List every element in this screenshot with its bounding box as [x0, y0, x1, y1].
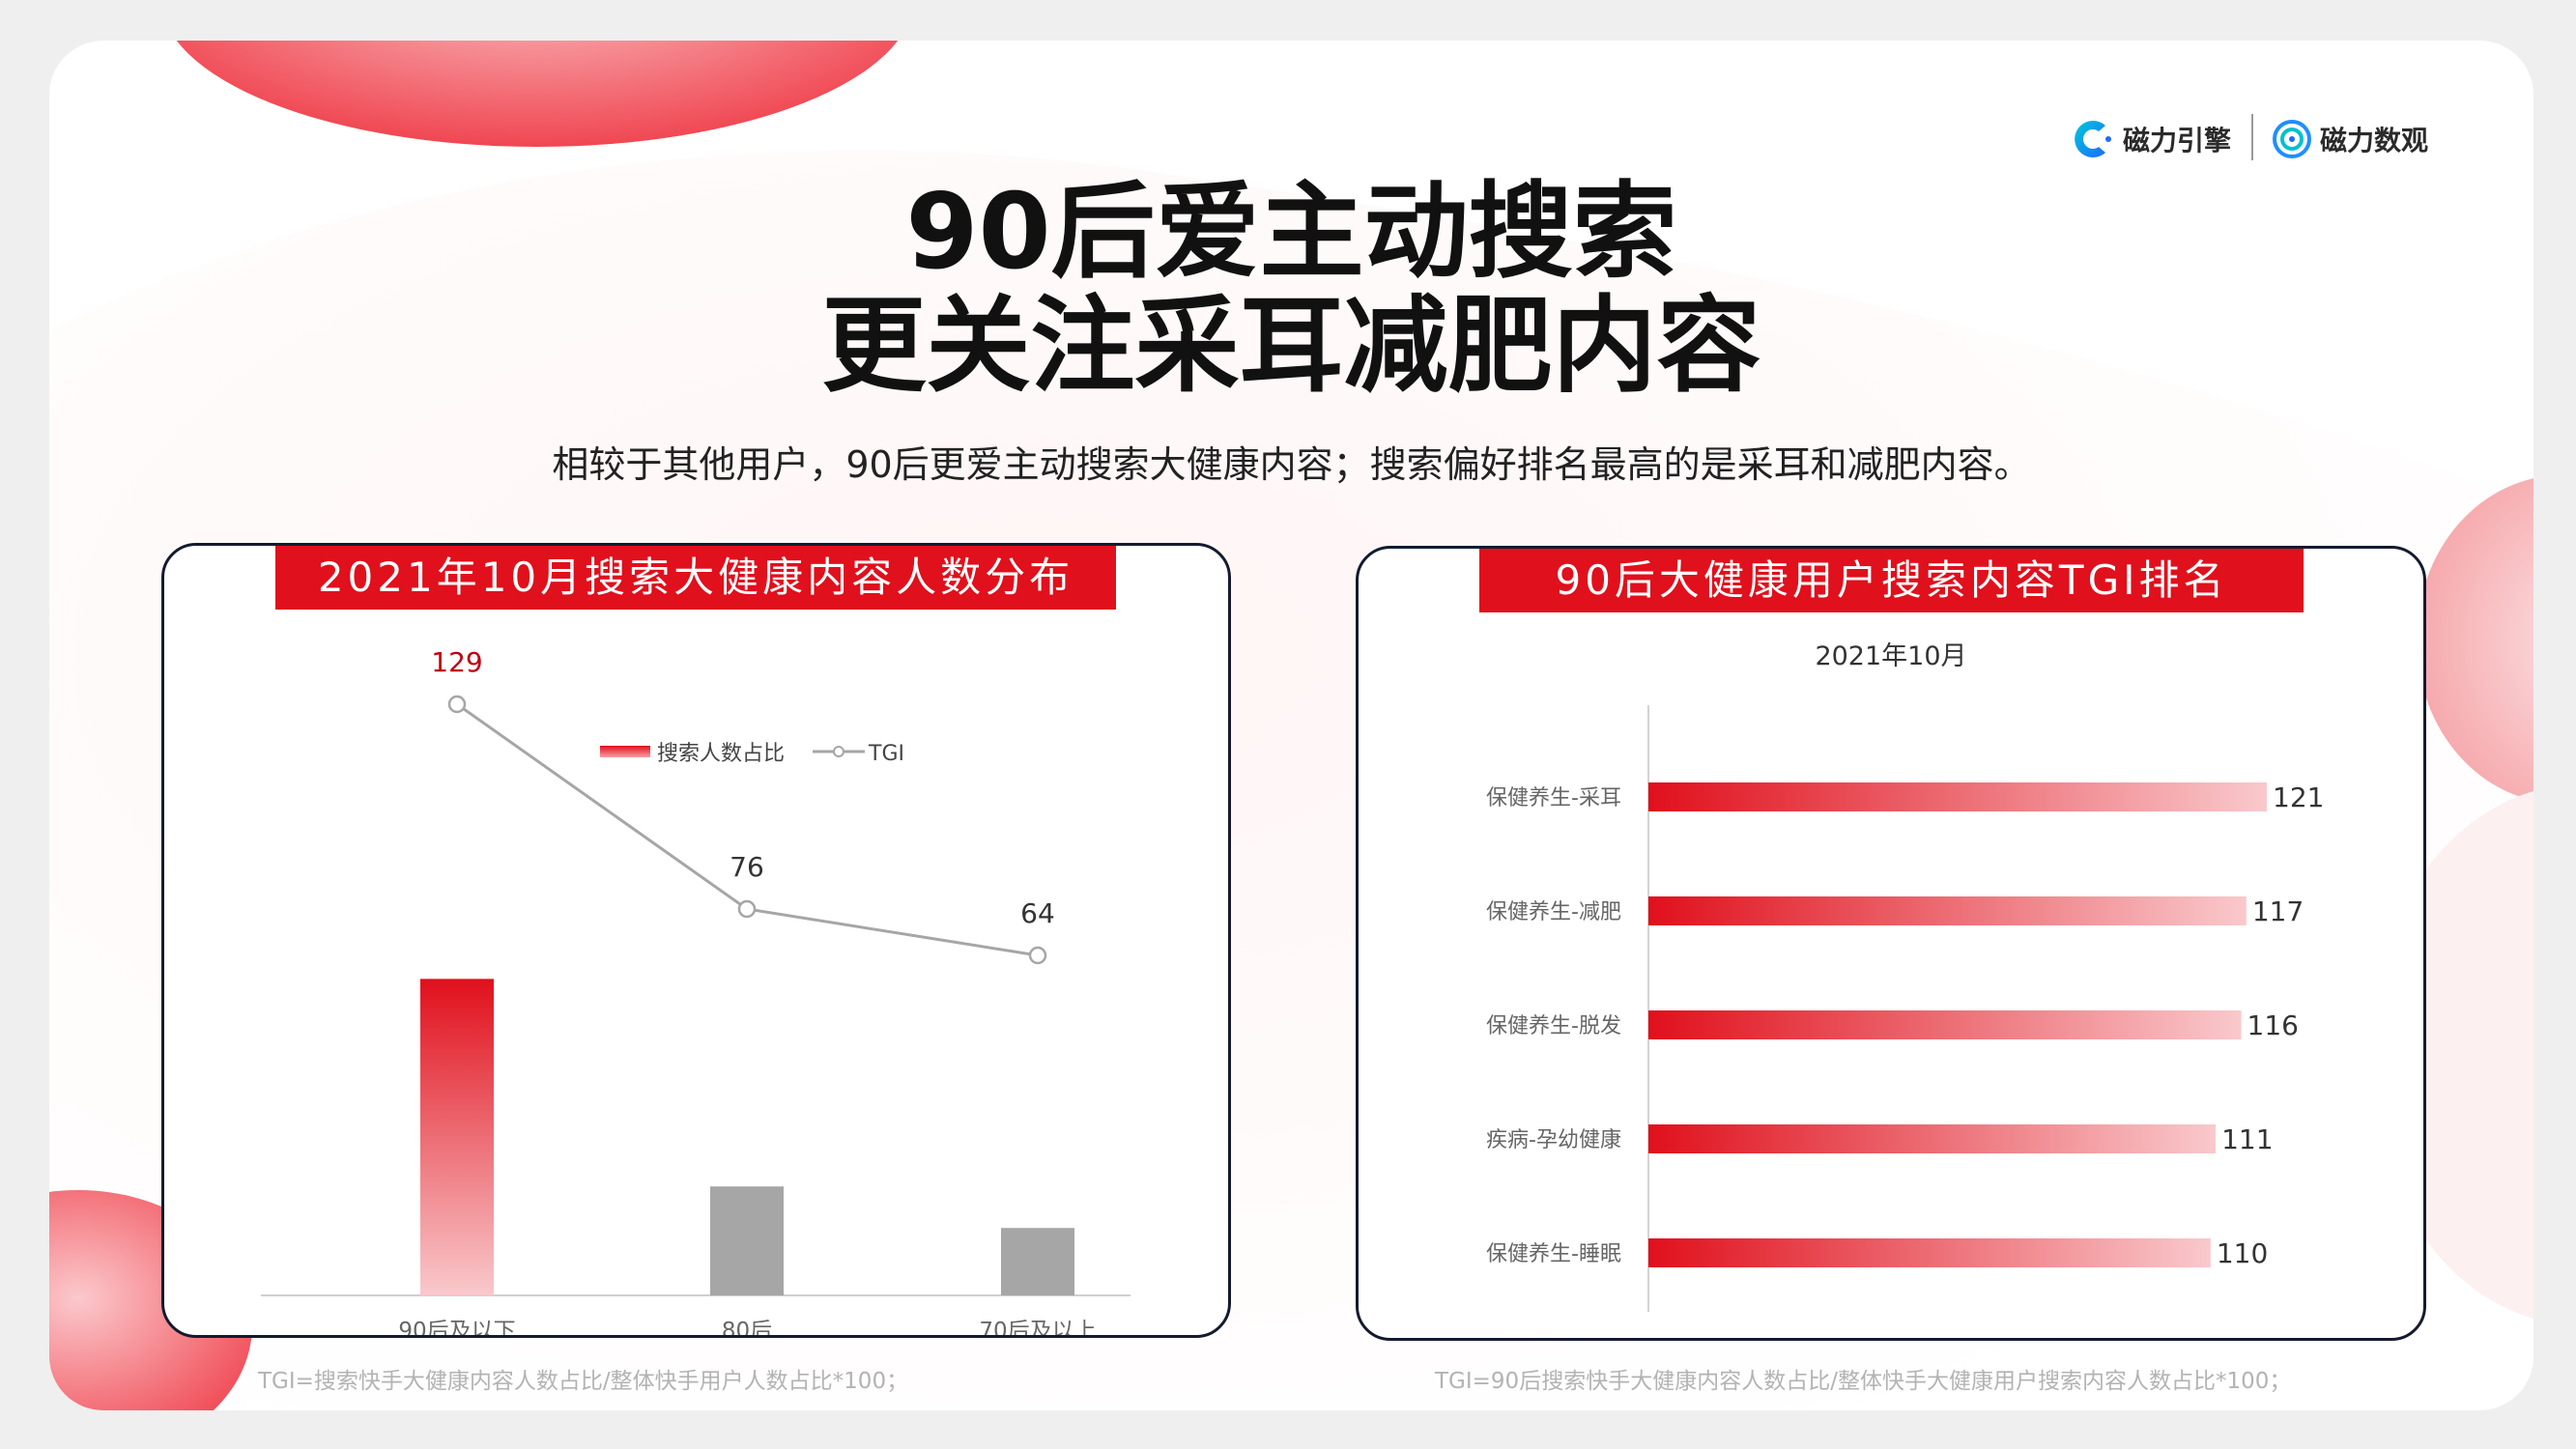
title-line-2: 更关注采耳减肥内容 [821, 286, 1761, 407]
magnet-logo-icon [2075, 121, 2111, 157]
bar-5 [1648, 1238, 2211, 1267]
x-tick-label: 90后及以下 [398, 1319, 515, 1335]
legend-swatch-bar [600, 746, 650, 757]
footnote-right: TGI=90后搜索快手大健康内容人数占比/整体快手大健康用户搜索内容人数占比*1… [1435, 1369, 2292, 1394]
panel-title-tgi-ranking: 90后大健康用户搜索内容TGI排名 [1479, 549, 2304, 612]
bar-data-label: 110 [2217, 1237, 2268, 1269]
logo-brand1: 磁力引擎 [2069, 110, 2231, 168]
legend-swatch-marker [833, 746, 844, 757]
logo-brand2-text: 磁力数观 [2320, 125, 2429, 156]
decor-blob-right [2417, 478, 2533, 801]
logo-brand1-text: 磁力引擎 [2123, 125, 2232, 156]
page-title: 90后爱主动搜索 更关注采耳减肥内容 [49, 176, 2533, 404]
y-tick-label: 保健养生-脱发 [1486, 1014, 1621, 1038]
tgi-point [447, 695, 467, 714]
x-tick-label: 70后及以上 [979, 1319, 1096, 1335]
bar-data-label: 116 [2247, 1009, 2299, 1041]
legend-label-bar: 搜索人数占比 [657, 742, 785, 766]
bar-1 [1648, 782, 2267, 811]
chart-age-distribution: 搜索人数占比 TGI 90后及以下 80后 70后及以上 129 76 64 [261, 646, 1131, 1335]
tgi-point [1028, 946, 1047, 965]
panel-title-age-distribution: 2021年10月搜索大健康内容人数分布 [275, 546, 1116, 610]
bar-4 [1648, 1124, 2217, 1153]
title-line-1: 90后爱主动搜索 [905, 172, 1677, 293]
bar-3 [1648, 1010, 2242, 1039]
legend-label-line: TGI [868, 742, 904, 766]
x-tick-label: 80后 [722, 1319, 772, 1335]
panel-tgi-ranking: 90后大健康用户搜索内容TGI排名 2021年10月保健养生-采耳 121 保健养生… [1356, 546, 2426, 1341]
y-tick-label: 保健养生-睡眠 [1486, 1242, 1621, 1266]
footnote-left: TGI=搜索快手大健康内容人数占比/整体快手用户人数占比*100； [258, 1369, 909, 1394]
bar-2 [1648, 896, 2247, 925]
decor-blob-top-left [176, 41, 899, 147]
tgi-data-label: 76 [730, 851, 764, 883]
panel-age-distribution: 2021年10月搜索大健康内容人数分布 搜索人数占比 TGI 90后及以下 80后 70… [161, 543, 1231, 1338]
chart-subtitle: 2021年10月 [1815, 641, 1966, 671]
bar-data-label: 111 [2221, 1123, 2273, 1155]
tgi-data-label: 64 [1020, 897, 1055, 929]
bar-2 [710, 1186, 784, 1295]
bar-3 [1001, 1228, 1074, 1295]
bar-1 [420, 979, 494, 1295]
y-tick-label: 保健养生-采耳 [1486, 786, 1621, 810]
tgi-point [737, 899, 757, 919]
slide: 磁力引擎 磁力数观 90后爱主动搜索 更关注采耳减肥内容 相较于其他用户，90后… [49, 41, 2533, 1410]
bar-data-label: 121 [2273, 781, 2324, 813]
logo-brand2: 磁力数观 [2272, 110, 2428, 168]
y-tick-label: 疾病-孕幼健康 [1486, 1128, 1621, 1152]
insight-logo-icon [2273, 120, 2311, 158]
bar-data-label: 117 [2252, 895, 2304, 927]
logo-separator [2251, 114, 2253, 160]
tgi-data-label: 129 [431, 646, 482, 678]
y-tick-label: 保健养生-减肥 [1486, 900, 1621, 924]
page-subtitle: 相较于其他用户，90后更爱主动搜索大健康内容；搜索偏好排名最高的是采耳和减肥内容… [552, 443, 2031, 486]
